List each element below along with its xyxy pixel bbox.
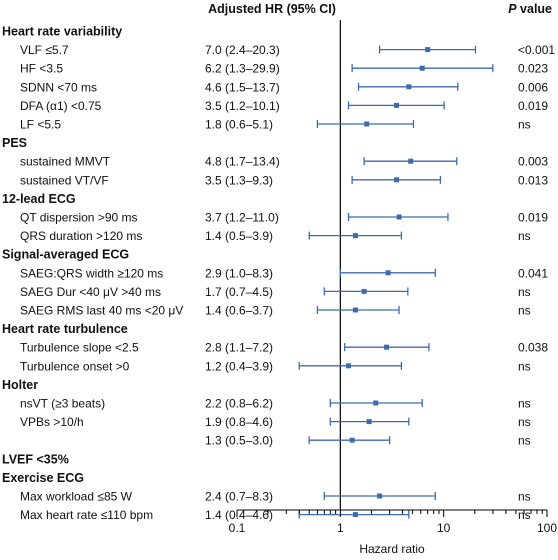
hr-point	[352, 512, 358, 518]
hr-point	[408, 158, 414, 164]
ci-text: 3.7 (1.2–11.0)	[205, 211, 279, 225]
hr-point	[385, 270, 391, 276]
p-value: ns	[518, 490, 531, 504]
row-label: Turbulence onset >0	[20, 359, 130, 373]
row-label: Max heart rate ≤110 bpm	[20, 508, 153, 522]
p-value: <0.001	[518, 43, 555, 57]
forest-rows: Heart rate variability VLF ≤5.7 7.0 (2.4–2…	[2, 20, 555, 522]
group-heading: LVEF <35%	[2, 452, 69, 466]
x-tick-label: 10	[437, 521, 451, 535]
ci-text: 2.9 (1.0–8.3)	[205, 266, 273, 280]
ci-text: 3.5 (1.2–10.1)	[205, 99, 280, 113]
x-tick-label: 1	[337, 521, 344, 535]
ci-text: 1.2 (0.4–3.9)	[205, 359, 273, 373]
hr-point	[366, 419, 372, 425]
p-value-column-header: P value	[508, 2, 552, 16]
hr-point	[377, 493, 383, 499]
row-label: Max workload ≤85 W	[20, 490, 133, 504]
ci-text: 7.0 (2.4–20.3)	[205, 43, 280, 57]
group-heading: PES	[2, 136, 27, 150]
group-heading: Signal-averaged ECG	[2, 248, 129, 262]
p-value-header-italic: P	[508, 2, 517, 16]
x-tick-label: 100	[537, 521, 557, 535]
p-value: ns	[518, 304, 531, 318]
p-value: ns	[518, 397, 531, 411]
row-label: QT dispersion >90 ms	[20, 211, 138, 225]
p-value-header-rest: value	[517, 2, 552, 16]
hr-point	[364, 121, 370, 127]
row-label: VPBs >10/h	[20, 415, 84, 429]
ci-text: 1.8 (0.6–5.1)	[205, 118, 273, 132]
group-heading: 12-lead ECG	[2, 192, 76, 206]
group-heading: Holter	[2, 378, 38, 392]
hr-point	[352, 307, 358, 313]
ci-text: 1.4 (0.4–4.6)	[205, 508, 273, 522]
estimate-column-header: Adjusted HR (95% CI)	[208, 2, 336, 16]
row-label: QRS duration >120 ms	[20, 229, 142, 243]
row-label: nsVT (≥3 beats)	[20, 397, 105, 411]
p-value: ns	[518, 285, 531, 299]
row-label: SAEG Dur <40 μV >40 ms	[20, 285, 161, 299]
row-label: SDNN <70 ms	[20, 80, 97, 94]
hr-point	[384, 344, 390, 350]
row-label: HF <3.5	[20, 62, 63, 76]
row-label: LF <5.5	[20, 118, 61, 132]
p-value: 0.019	[518, 99, 548, 113]
hr-point	[425, 47, 431, 53]
group-heading: Exercise ECG	[2, 471, 84, 485]
hr-point	[419, 65, 425, 71]
x-tick-label: 0.1	[229, 521, 246, 535]
ci-text: 1.4 (0.5–3.9)	[205, 229, 273, 243]
hr-point	[352, 233, 358, 239]
x-axis-title: Hazard ratio	[359, 542, 425, 556]
ci-text: 4.8 (1.7–13.4)	[205, 155, 280, 169]
group-heading: Heart rate variability	[2, 25, 122, 39]
hr-point	[349, 437, 355, 443]
row-label: DFA (α1) <0.75	[20, 99, 102, 113]
ci-text: 1.4 (0.6–3.7)	[205, 304, 273, 318]
row-label: Turbulence slope <2.5	[20, 341, 139, 355]
ci-text: 1.9 (0.8–4.6)	[205, 415, 273, 429]
x-axis: 0.1 1 10 100	[229, 509, 557, 535]
hr-point	[406, 84, 412, 90]
p-value: 0.006	[518, 80, 548, 94]
hr-point	[346, 363, 352, 369]
p-value: ns	[518, 229, 531, 243]
group-heading: Heart rate turbulence	[2, 322, 128, 336]
p-value: 0.041	[518, 266, 548, 280]
hr-point	[361, 288, 367, 294]
ci-text: 1.7 (0.7–4.5)	[205, 285, 273, 299]
row-label: SAEG RMS last 40 ms <20 μV	[20, 304, 183, 318]
row-label: VLF ≤5.7	[20, 43, 69, 57]
p-value: 0.038	[518, 341, 548, 355]
hr-point	[396, 214, 402, 220]
ci-text: 2.2 (0.8–6.2)	[205, 397, 273, 411]
p-value: ns	[518, 118, 531, 132]
hr-point	[373, 400, 379, 406]
p-value: ns	[518, 415, 531, 429]
ci-text: 2.4 (0.7–8.3)	[205, 490, 273, 504]
p-value: ns	[518, 434, 531, 448]
p-value: 0.013	[518, 173, 548, 187]
row-label: SAEG:QRS width ≥120 ms	[20, 266, 163, 280]
p-value: 0.023	[518, 62, 548, 76]
row-label: sustained MMVT	[20, 155, 111, 169]
p-value: 0.003	[518, 155, 548, 169]
p-value: ns	[518, 359, 531, 373]
p-value: ns	[518, 508, 531, 522]
row-label: sustained VT/VF	[20, 173, 109, 187]
ci-text: 2.8 (1.1–7.2)	[205, 341, 273, 355]
hr-point	[394, 177, 400, 183]
ci-text: 1.3 (0.5–3.0)	[205, 434, 273, 448]
ci-text: 4.6 (1.5–13.7)	[205, 80, 280, 94]
hr-point	[394, 102, 400, 108]
ci-text: 3.5 (1.3–9.3)	[205, 173, 273, 187]
ci-text: 6.2 (1.3–29.9)	[205, 62, 280, 76]
p-value: 0.019	[518, 211, 548, 225]
